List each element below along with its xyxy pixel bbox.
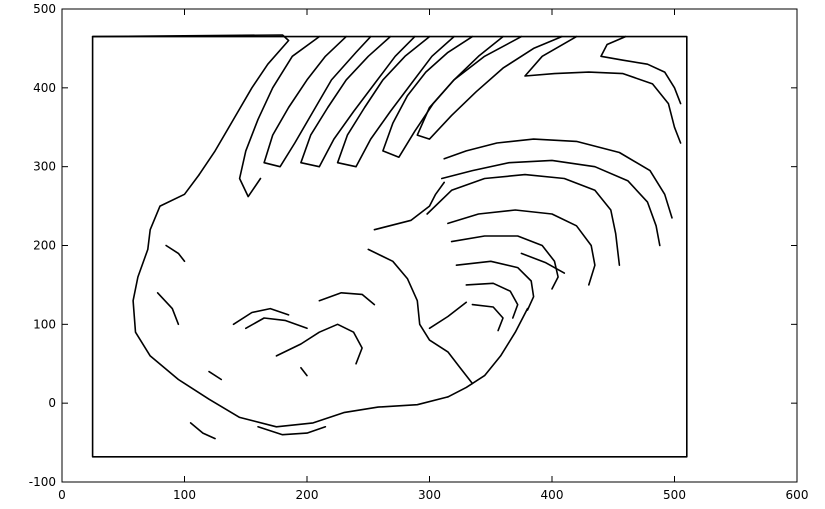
series-line-25	[156, 291, 180, 326]
series-line-14	[426, 173, 621, 267]
series-line-20	[520, 252, 566, 274]
x-tick-label-0: 0	[58, 488, 66, 502]
y-tick-label-500: 500	[33, 2, 56, 16]
y-tick-label-200: 200	[33, 239, 56, 253]
series-line-9	[416, 35, 563, 140]
y-tick-label-0: 0	[48, 396, 56, 410]
x-tick-label-500: 500	[663, 488, 686, 502]
y-tick-label--100: -100	[29, 475, 56, 489]
series-line-22	[367, 248, 474, 385]
series-line-21	[373, 181, 446, 231]
series-line-33	[300, 366, 308, 377]
series-line-18	[465, 282, 519, 319]
series-line-0	[91, 35, 688, 458]
series-line-2	[132, 173, 449, 428]
y-tick-label-300: 300	[33, 160, 56, 174]
series-line-13	[440, 159, 661, 247]
series-line-19	[471, 303, 504, 332]
axis-ticks	[61, 8, 798, 483]
series-line-11	[600, 35, 682, 105]
series-line-12	[443, 138, 673, 219]
series-line-3	[447, 307, 529, 398]
series-line-7	[336, 35, 455, 168]
series-line-16	[450, 235, 559, 290]
series-line-29	[318, 291, 376, 306]
series-line-1	[91, 34, 290, 176]
series-line-24	[165, 244, 186, 263]
series-line-10	[524, 35, 682, 144]
x-tick-label-600: 600	[786, 488, 809, 502]
plot-series-group	[91, 34, 688, 458]
y-tick-label-100: 100	[33, 317, 56, 331]
y-tick-label-400: 400	[33, 81, 56, 95]
series-line-23	[428, 301, 468, 330]
series-line-17	[455, 260, 535, 311]
x-tick-label-400: 400	[541, 488, 564, 502]
series-line-27	[245, 317, 308, 330]
series-line-4	[238, 35, 321, 198]
series-line-5	[263, 35, 372, 168]
series-line-15	[447, 209, 596, 286]
x-tick-label-300: 300	[418, 488, 441, 502]
series-line-32	[208, 370, 223, 381]
series-line-31	[257, 425, 327, 436]
series-line-26	[232, 307, 290, 326]
x-tick-label-200: 200	[296, 488, 319, 502]
series-line-28	[275, 323, 363, 365]
series-line-6	[300, 35, 416, 168]
series-line-30	[189, 422, 216, 440]
x-tick-label-100: 100	[173, 488, 196, 502]
